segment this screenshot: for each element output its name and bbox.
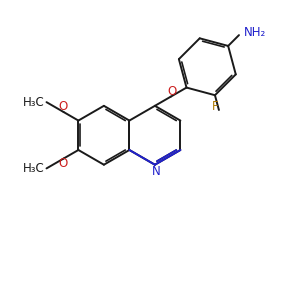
- Text: O: O: [167, 85, 176, 98]
- Text: NH₂: NH₂: [244, 26, 266, 39]
- Text: N: N: [152, 165, 161, 178]
- Text: H₃C: H₃C: [22, 162, 44, 175]
- Text: F: F: [212, 100, 219, 113]
- Text: O: O: [58, 157, 68, 170]
- Text: O: O: [58, 100, 68, 113]
- Text: H₃C: H₃C: [22, 96, 44, 109]
